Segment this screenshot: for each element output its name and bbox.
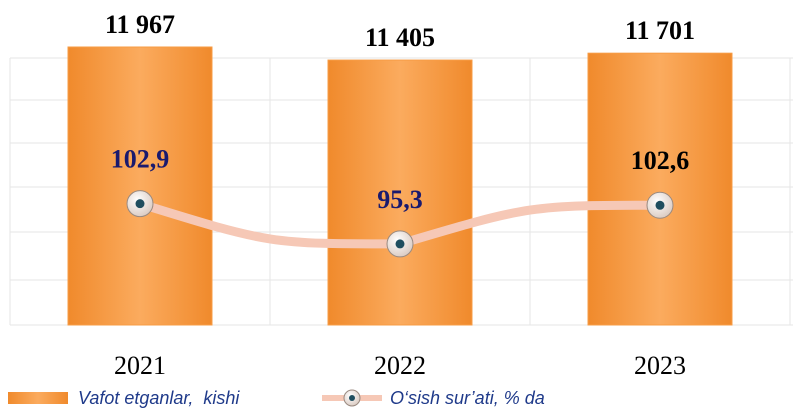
bar-value-label: 11 701 bbox=[625, 16, 695, 45]
bar bbox=[67, 46, 213, 326]
x-tick-label: 2022 bbox=[374, 351, 426, 380]
line-value-label: 95,3 bbox=[377, 185, 423, 214]
bar bbox=[327, 59, 473, 326]
legend-label: O‘sish sur’ati, % da bbox=[390, 388, 545, 408]
bar bbox=[587, 52, 733, 326]
x-tick-label: 2021 bbox=[114, 351, 166, 380]
line-marker-dot bbox=[135, 199, 145, 209]
line-marker-dot bbox=[655, 200, 665, 210]
legend-label: Vafot etganlar, kishi bbox=[78, 388, 240, 408]
bar-value-label: 11 405 bbox=[365, 23, 435, 52]
legend-swatch-dot bbox=[349, 395, 355, 401]
line-marker-dot bbox=[395, 239, 405, 249]
x-tick-label: 2023 bbox=[634, 351, 686, 380]
line-value-label: 102,6 bbox=[631, 146, 690, 175]
bar-value-label: 11 967 bbox=[105, 10, 175, 39]
line-value-label: 102,9 bbox=[111, 145, 170, 174]
legend-swatch-bar bbox=[8, 392, 68, 404]
